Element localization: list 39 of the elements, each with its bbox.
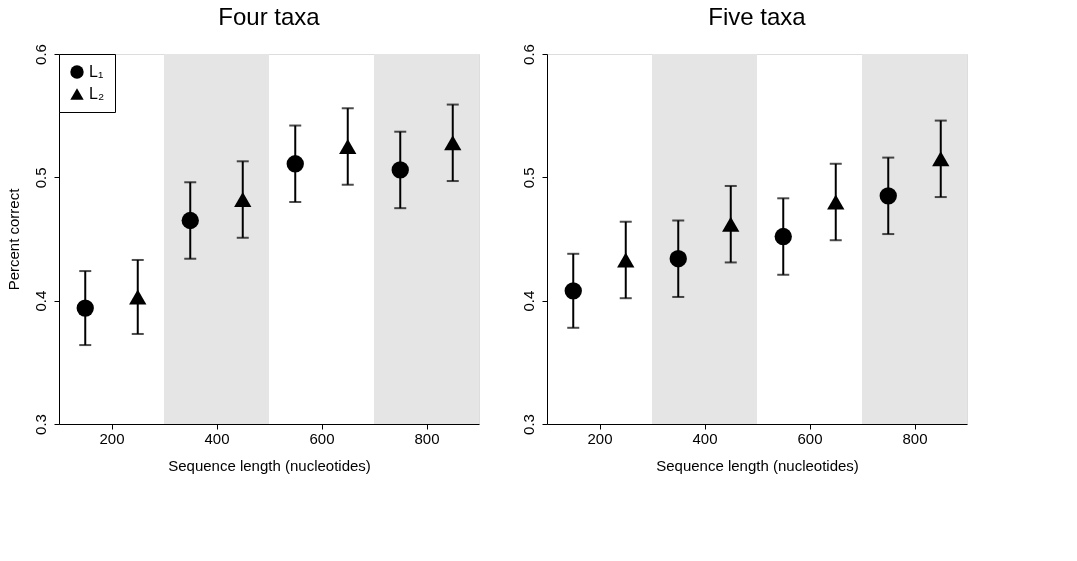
y-tick-label: 0.5	[519, 167, 537, 189]
x-tick-label: 800	[902, 429, 928, 447]
x-tick-label: 600	[309, 429, 335, 447]
point	[774, 227, 792, 246]
legend-label: L₁	[89, 63, 104, 80]
x-tick-label: 400	[692, 429, 718, 447]
point	[286, 155, 304, 173]
point	[722, 216, 740, 232]
x-axis-title: Sequence length (nucleotides)	[656, 456, 859, 474]
point	[669, 250, 687, 268]
point	[181, 211, 199, 230]
x-tick-label: 400	[204, 429, 230, 447]
point	[129, 289, 147, 305]
y-tick-label: 0.6	[31, 44, 49, 65]
point	[932, 151, 950, 167]
x-tick-label: 200	[587, 429, 613, 447]
legend-label: L₂	[89, 85, 105, 102]
x-axis-title: Sequence length (nucleotides)	[168, 456, 371, 474]
y-tick-label: 0.5	[31, 167, 49, 189]
x-tick-label: 800	[414, 429, 440, 447]
x-tick-label: 200	[99, 429, 125, 447]
y-tick-label: 0.4	[519, 290, 537, 312]
chart-title: Five taxa	[708, 2, 807, 30]
point	[617, 252, 635, 268]
y-tick-label: 0.3	[31, 414, 49, 435]
point	[391, 161, 409, 179]
y-tick-label: 0.6	[519, 44, 537, 65]
point	[827, 194, 845, 210]
point	[76, 299, 94, 317]
y-tick-label: 0.3	[519, 414, 537, 435]
point	[444, 135, 462, 151]
y-tick-label: 0.4	[31, 290, 49, 312]
y-axis-title: Percent correct	[4, 187, 22, 291]
point	[339, 139, 357, 154]
chart-title: Four taxa	[218, 2, 321, 30]
point	[564, 282, 582, 300]
point	[879, 187, 897, 205]
x-tick-label: 600	[797, 429, 823, 447]
point	[234, 192, 252, 208]
